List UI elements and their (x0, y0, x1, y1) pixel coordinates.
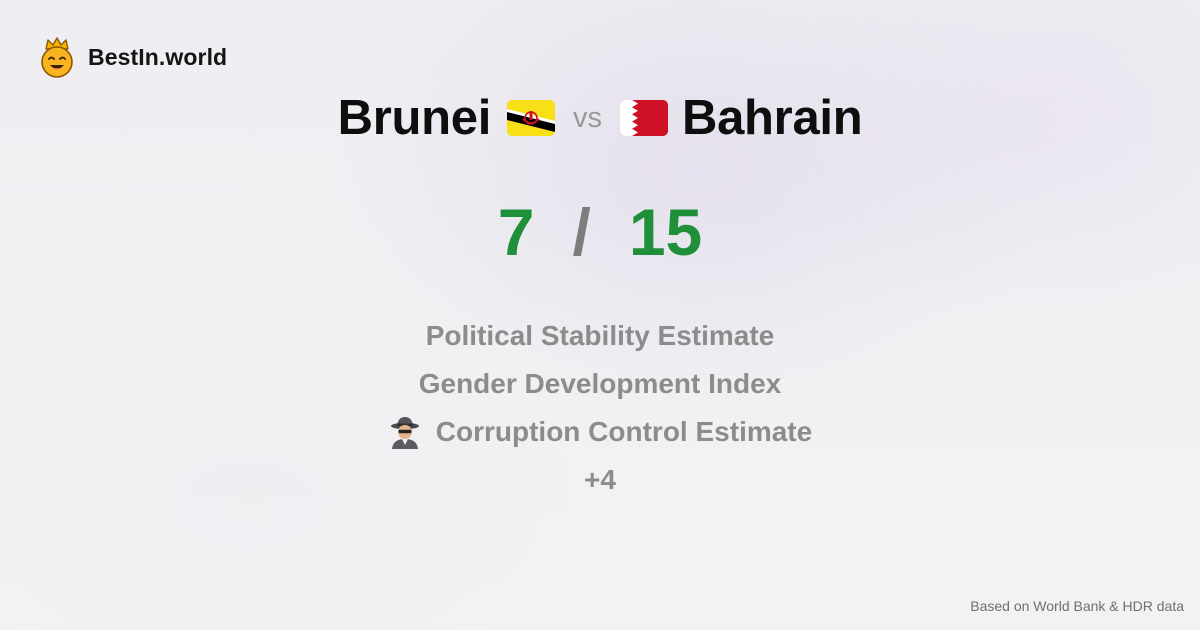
comparison-headline: Brunei vs Bahrain (0, 88, 1200, 148)
brand-name: BestIn.world (88, 43, 228, 70)
metric-label: Gender Development Index (418, 368, 782, 399)
metric-item: Corruption Control Estimate (388, 408, 812, 456)
smiling-crown-face-icon (41, 37, 73, 78)
detective-icon (390, 417, 419, 449)
country-a-name: Brunei (337, 91, 492, 145)
more-metrics-count: +4 (584, 456, 616, 504)
more-label: +4 (584, 464, 616, 495)
bahrain-flag-icon (620, 100, 669, 136)
brand-link[interactable]: BestIn.world (38, 36, 227, 78)
metric-label: Political Stability Estimate (425, 320, 775, 351)
country-b-name: Bahrain (682, 91, 863, 145)
metric-item: Political Stability Estimate (426, 312, 775, 360)
brunei-flag-icon (507, 100, 556, 136)
score-b: 15 (628, 195, 703, 269)
metrics-list: Political Stability Estimate Gender Deve… (0, 312, 1200, 504)
metric-item: Gender Development Index (419, 360, 782, 408)
data-source-note: Based on World Bank & HDR data (970, 598, 1184, 614)
score-a: 7 (497, 195, 535, 269)
vs-label: vs (573, 101, 603, 134)
score-display: 7 / 15 (0, 192, 1200, 272)
metric-label: Corruption Control Estimate (435, 416, 813, 447)
score-separator: / (572, 195, 591, 269)
